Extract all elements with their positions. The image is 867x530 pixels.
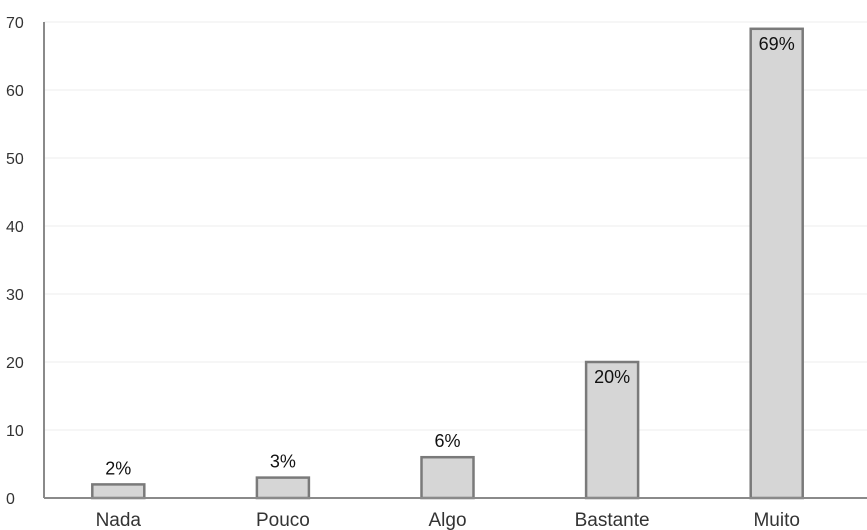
category-label-muito: Muito: [753, 510, 799, 530]
y-tick-label: 30: [6, 287, 24, 304]
y-tick-label: 60: [6, 83, 24, 100]
y-tick-label: 40: [6, 219, 24, 236]
y-tick-label: 10: [6, 423, 24, 440]
category-label-bastante: Bastante: [575, 510, 650, 530]
y-axis-ticks: 0 10 20 30 40 50 60 70: [6, 15, 24, 508]
data-label-nada: 2%: [105, 458, 131, 478]
x-axis-categories: Nada Pouco Algo Bastante Muito: [96, 510, 800, 530]
bar-algo: [420, 455, 475, 500]
y-tick-label: 20: [6, 355, 24, 372]
bar-pouco: [255, 476, 311, 500]
bars: [91, 27, 804, 500]
data-label-muito: 69%: [759, 34, 795, 54]
data-labels: 2% 3% 6% 20% 69%: [105, 34, 794, 479]
category-label-algo: Algo: [428, 510, 466, 530]
data-label-algo: 6%: [434, 431, 460, 451]
y-tick-label: 50: [6, 151, 24, 168]
gridlines: [44, 21, 867, 431]
y-tick-label: 0: [6, 491, 15, 508]
data-label-pouco: 3%: [270, 452, 296, 472]
data-label-bastante: 20%: [594, 367, 630, 387]
category-label-pouco: Pouco: [256, 510, 310, 530]
category-label-nada: Nada: [96, 510, 142, 530]
y-tick-label: 70: [6, 15, 24, 32]
bar-nada: [91, 483, 146, 500]
bar-muito: [749, 27, 804, 500]
